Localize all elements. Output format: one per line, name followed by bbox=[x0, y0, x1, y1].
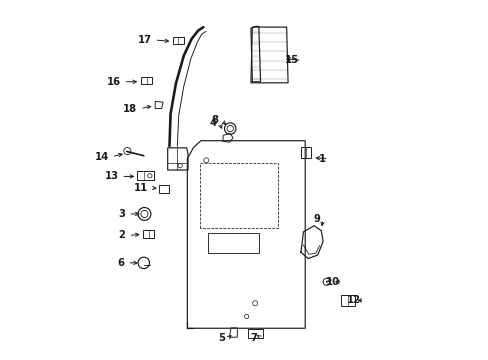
Text: 12: 12 bbox=[346, 296, 361, 305]
Text: 16: 16 bbox=[106, 77, 121, 87]
Text: 10: 10 bbox=[325, 277, 339, 287]
Text: 15: 15 bbox=[284, 55, 298, 65]
Text: 9: 9 bbox=[313, 214, 320, 224]
Text: 3: 3 bbox=[119, 209, 125, 219]
Text: 14: 14 bbox=[94, 152, 108, 162]
Text: 5: 5 bbox=[218, 333, 225, 343]
Text: 2: 2 bbox=[119, 230, 125, 240]
Text: 18: 18 bbox=[123, 104, 137, 113]
Text: 6: 6 bbox=[117, 258, 124, 268]
Text: 8: 8 bbox=[211, 115, 218, 125]
Text: 4: 4 bbox=[209, 118, 216, 128]
Text: 7: 7 bbox=[250, 333, 257, 343]
Text: 1: 1 bbox=[318, 154, 325, 163]
Text: 13: 13 bbox=[104, 171, 118, 181]
Text: 11: 11 bbox=[134, 183, 148, 193]
Text: 17: 17 bbox=[137, 35, 151, 45]
